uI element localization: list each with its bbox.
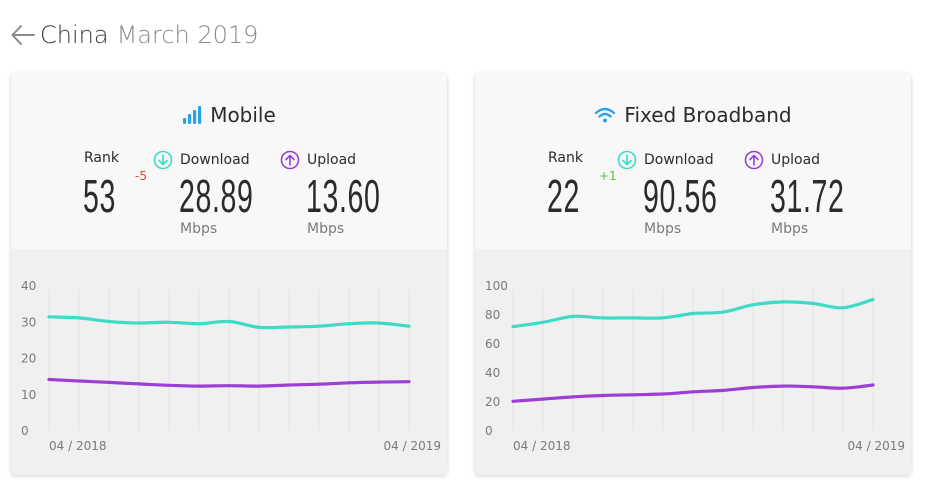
date-title: March 2019	[116, 21, 259, 49]
mobile-summary: Mobile Rank 53 -5 Download 28.89 Mbps	[11, 73, 447, 249]
y-tick-label: 80	[485, 308, 500, 322]
download-label: Download	[617, 150, 714, 170]
upload-series-line	[511, 383, 875, 403]
fixed-line-chart[interactable]: 0 20 40 60 80 100 04 / 2018 04 / 2019	[475, 249, 911, 475]
download-arrow-icon	[617, 150, 637, 170]
download-label-text: Download	[644, 152, 714, 168]
download-series-line	[511, 298, 875, 329]
y-tick-label: 10	[21, 388, 36, 402]
fixed-chart-area: 0 20 40 60 80 100 04 / 2018 04 / 2019	[475, 249, 911, 475]
rank-value: 22	[547, 170, 580, 222]
download-unit: Mbps	[644, 221, 682, 237]
fixed-title-text: Fixed Broadband	[624, 103, 792, 127]
back-arrow-icon[interactable]	[10, 21, 38, 49]
page-header: China March 2019	[10, 18, 258, 52]
rank-value: 53	[83, 170, 116, 222]
x-tick-label: 04 / 2018	[513, 439, 570, 453]
y-tick-label: 60	[485, 337, 500, 351]
upload-label-text: Upload	[307, 152, 357, 168]
download-value: 28.89	[179, 170, 254, 222]
download-unit: Mbps	[180, 221, 218, 237]
upload-label: Upload	[280, 150, 356, 170]
download-series-line	[47, 315, 411, 330]
mobile-line-chart[interactable]: 0 10 20 30 40 04 / 2018 04 / 2019	[11, 249, 447, 475]
upload-label-text: Upload	[771, 152, 821, 168]
upload-arrow-icon	[744, 150, 764, 170]
y-tick-label: 0	[485, 424, 493, 438]
download-arrow-icon	[153, 150, 173, 170]
mobile-card: Mobile Rank 53 -5 Download 28.89 Mbps	[11, 73, 447, 475]
mobile-title-text: Mobile	[210, 103, 276, 127]
y-tick-label: 40	[21, 279, 36, 293]
x-tick-label: 04 / 2019	[848, 439, 905, 453]
x-tick-label: 04 / 2019	[384, 439, 441, 453]
rank-change: +1	[599, 169, 617, 183]
upload-value: 31.72	[770, 170, 845, 222]
y-tick-label: 20	[485, 395, 500, 409]
upload-series-line	[47, 377, 411, 388]
download-label-text: Download	[180, 152, 250, 168]
wifi-icon	[594, 106, 616, 124]
upload-label: Upload	[744, 150, 820, 170]
rank-change: -5	[135, 169, 147, 183]
y-tick-label: 40	[485, 366, 500, 380]
download-label: Download	[153, 150, 250, 170]
upload-unit: Mbps	[307, 221, 345, 237]
mobile-chart-area: 0 10 20 30 40 04 / 2018 04 / 2019	[11, 249, 447, 475]
country-title: China	[40, 21, 109, 49]
download-value: 90.56	[643, 170, 718, 222]
upload-value: 13.60	[306, 170, 381, 222]
y-tick-label: 100	[485, 279, 508, 293]
x-tick-label: 04 / 2018	[49, 439, 106, 453]
fixed-broadband-card: Fixed Broadband Rank 22 +1 Download 90.5…	[475, 73, 911, 475]
fixed-card-title: Fixed Broadband	[475, 103, 911, 127]
y-tick-label: 20	[21, 352, 36, 366]
fixed-summary: Fixed Broadband Rank 22 +1 Download 90.5…	[475, 73, 911, 249]
y-tick-label: 0	[21, 424, 29, 438]
upload-arrow-icon	[280, 150, 300, 170]
signal-bars-icon	[182, 105, 202, 125]
mobile-card-title: Mobile	[11, 103, 447, 127]
upload-unit: Mbps	[771, 221, 809, 237]
y-tick-label: 30	[21, 315, 36, 329]
rank-label: Rank	[84, 150, 119, 166]
rank-label: Rank	[548, 150, 583, 166]
